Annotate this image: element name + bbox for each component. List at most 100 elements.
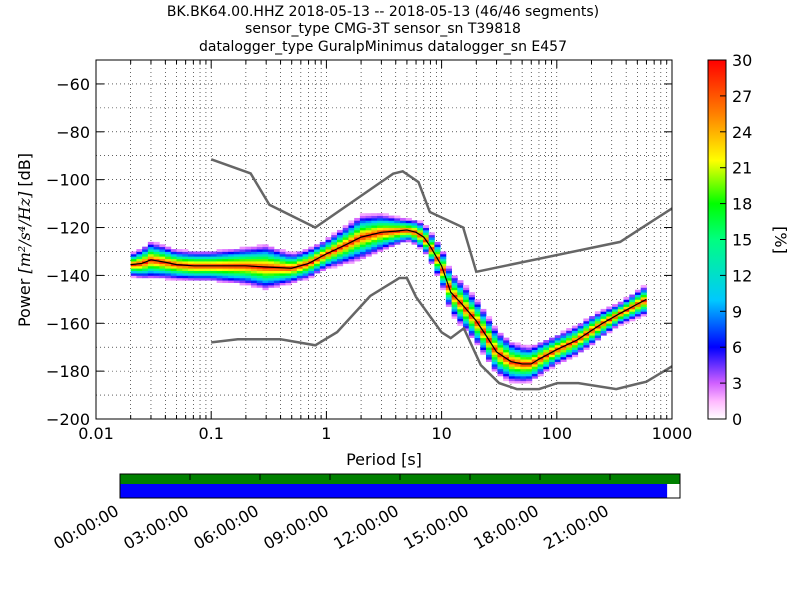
psd-cell: [371, 241, 378, 245]
psd-cell: [308, 263, 315, 267]
psd-cell: [543, 347, 550, 350]
psd-cell: [520, 354, 527, 358]
psd-cell: [634, 311, 642, 315]
psd-cell: [273, 275, 281, 279]
psd-cell: [359, 241, 367, 245]
psd-cell: [422, 241, 430, 245]
psd-cell: [199, 258, 206, 262]
psd-cell: [331, 265, 338, 269]
psd-cell: [394, 225, 401, 228]
psd-cell: [256, 284, 263, 288]
psd-cell: [348, 258, 355, 262]
psd-cell: [417, 246, 424, 250]
psd-plot: 0.01 0.1 1 10 100 1000 −60 −80 −100 −120 −140 −160…: [15, 59, 692, 469]
psd-cell: [285, 270, 292, 274]
psd-cell: [170, 268, 177, 272]
psd-cell: [342, 244, 349, 248]
psd-cell: [371, 246, 378, 250]
psd-cell: [336, 229, 344, 233]
psd-cell: [583, 340, 590, 343]
psd-cell: [514, 349, 521, 353]
psd-cell: [228, 263, 235, 267]
psd-cell: [629, 311, 636, 315]
psd-cell: [147, 273, 155, 276]
psd-cell: [428, 239, 435, 243]
psd-cell: [594, 328, 601, 331]
psd-cell: [165, 273, 172, 276]
psd-cell: [273, 258, 281, 262]
psd-cell: [182, 265, 189, 269]
psd-cell: [594, 337, 601, 341]
psd-cell: [193, 277, 200, 281]
psd-cell: [417, 244, 424, 248]
psd-cell: [468, 301, 475, 305]
psd-cell: [159, 265, 166, 269]
psd-cell: [543, 359, 550, 362]
psd-cell: [560, 356, 567, 360]
psd-cell: [365, 232, 372, 236]
psd-cell: [600, 308, 607, 312]
psd-cell: [222, 251, 229, 255]
psd-cell: [468, 296, 475, 300]
psd-cell: [354, 253, 361, 257]
psd-cell: [165, 249, 172, 252]
psd-cell: [314, 261, 321, 264]
y-tick-label: −200: [46, 410, 90, 429]
psd-cell: [153, 251, 160, 255]
psd-cell: [600, 311, 607, 315]
psd-cell: [549, 361, 556, 365]
psd-cell: [319, 249, 326, 252]
psd-cell: [342, 239, 349, 243]
psd-cell: [457, 311, 464, 315]
psd-cell: [273, 261, 281, 264]
psd-cell: [549, 351, 556, 355]
psd-cell: [497, 335, 504, 339]
psd-cell: [549, 342, 556, 346]
psd-cell: [354, 244, 361, 248]
psd-cell: [153, 263, 160, 267]
psd-cell: [273, 273, 281, 276]
psd-cell: [491, 354, 498, 358]
psd-cell: [268, 256, 275, 260]
psd-cell: [377, 227, 384, 231]
psd-cell: [382, 213, 389, 216]
psd-cell: [388, 225, 395, 228]
psd-cell: [394, 220, 401, 224]
psd-cell: [537, 354, 544, 358]
psd-cell: [417, 225, 424, 228]
psd-cell: [520, 371, 527, 374]
psd-cell: [348, 237, 355, 240]
psd-cell: [480, 335, 487, 339]
colorbar-tick-label: 27: [732, 87, 752, 106]
psd-cell: [233, 270, 240, 274]
psd-cell: [617, 308, 624, 312]
psd-cell: [394, 234, 401, 238]
psd-cell: [583, 328, 590, 331]
psd-cell: [256, 263, 263, 267]
psd-cell: [480, 349, 487, 353]
psd-cell: [463, 323, 470, 327]
psd-cell: [388, 227, 395, 231]
psd-cell: [526, 375, 533, 379]
psd-cell: [354, 217, 361, 221]
psd-cell: [388, 217, 395, 221]
psd-cell: [428, 241, 435, 245]
psd-cell: [291, 270, 298, 274]
psd-cell: [422, 234, 430, 238]
psd-cell: [256, 273, 263, 276]
psd-cell: [142, 273, 149, 276]
psd-cell: [589, 325, 596, 329]
psd-cell: [365, 234, 372, 238]
psd-cell: [422, 232, 430, 236]
psd-cell: [434, 268, 441, 272]
psd-cell: [365, 215, 372, 219]
psd-cell: [142, 251, 149, 255]
psd-cell: [291, 277, 298, 281]
psd-cell: [612, 325, 619, 329]
psd-cell: [233, 258, 240, 262]
psd-cell: [577, 347, 584, 350]
psd-cell: [445, 289, 452, 293]
psd-cell: [468, 323, 475, 327]
psd-cell: [153, 253, 160, 257]
psd-cell: [210, 265, 218, 269]
